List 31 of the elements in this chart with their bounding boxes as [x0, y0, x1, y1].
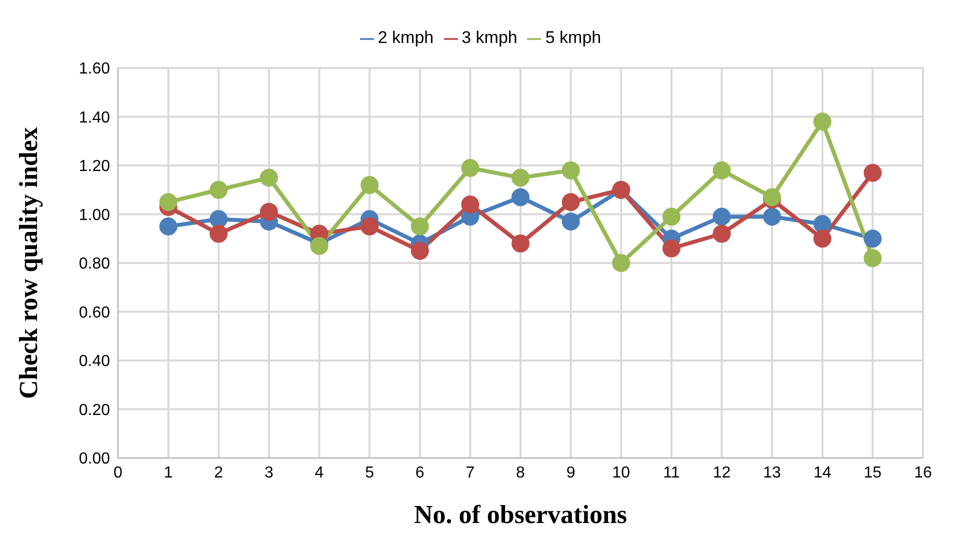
- y-tick-label: 0.80: [78, 256, 110, 273]
- x-tick-label: 6: [415, 464, 424, 482]
- y-tick-label: 1.20: [78, 158, 110, 176]
- legend-label: 3 kmph: [462, 28, 518, 47]
- y-tick-label: 0.20: [78, 402, 110, 419]
- x-tick-label: 1: [164, 464, 173, 482]
- legend-label: 5 kmph: [545, 28, 602, 47]
- y-tick-label: 0.40: [78, 353, 110, 370]
- x-tick-label: 12: [712, 464, 731, 482]
- y-tick-label: 0.60: [78, 304, 110, 322]
- x-tick-label: 0: [114, 464, 123, 482]
- x-tick-label: 4: [314, 464, 324, 482]
- x-tick-label: 13: [763, 464, 782, 482]
- x-tick-label: 3: [264, 464, 274, 482]
- x-tick-label: 9: [566, 464, 576, 482]
- legend-label: 2 kmph: [378, 28, 434, 47]
- x-tick-label: 5: [365, 464, 374, 482]
- y-tick-label: 1.00: [78, 206, 110, 224]
- x-tick-label: 14: [813, 464, 832, 482]
- x-tick-label: 10: [612, 464, 630, 482]
- x-axis-title: No. of observations: [414, 500, 628, 529]
- y-tick-label: 0.00: [78, 450, 110, 468]
- y-tick-label: 1.60: [78, 60, 110, 78]
- x-tick-label: 15: [864, 464, 882, 482]
- y-axis-title: Check row quality index: [14, 127, 44, 399]
- x-tick-label: 2: [214, 464, 224, 482]
- x-tick-label: 11: [663, 464, 680, 482]
- y-tick-label: 1.40: [78, 109, 110, 126]
- x-tick-label: 8: [516, 464, 526, 482]
- x-tick-label: 7: [466, 464, 475, 482]
- x-tick-label: 16: [914, 464, 932, 482]
